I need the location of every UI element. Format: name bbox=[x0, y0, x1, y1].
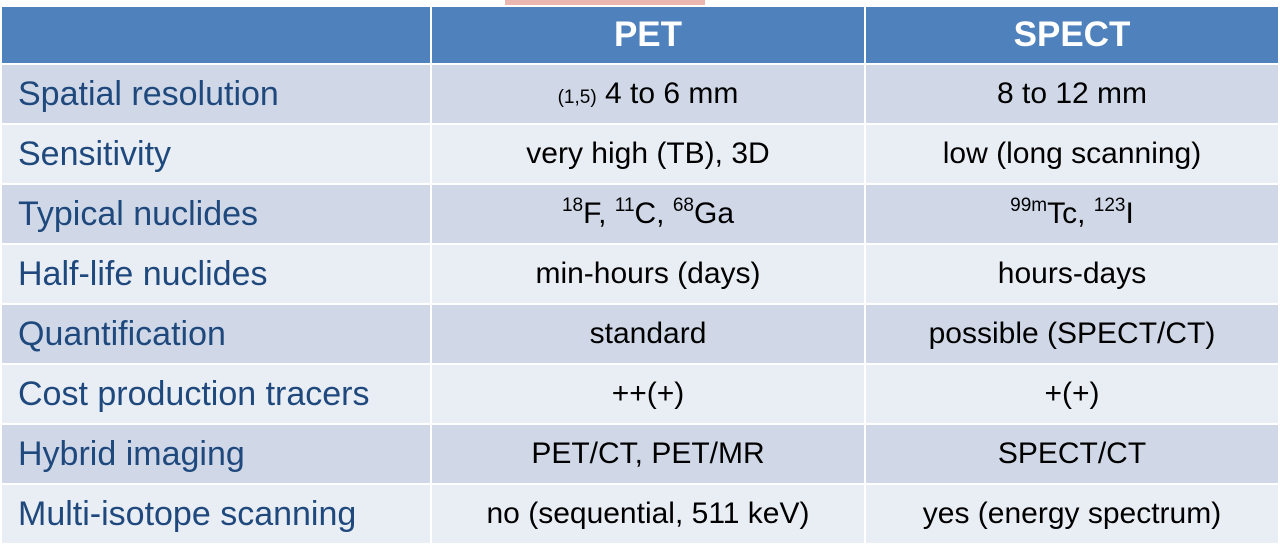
table-row: Half-life nuclides min-hours (days) hour… bbox=[2, 245, 1278, 303]
spect-value: hours-days bbox=[866, 245, 1278, 303]
row-label: Quantification bbox=[2, 305, 430, 363]
table-row: Hybrid imaging PET/CT, PET/MR SPECT/CT bbox=[2, 425, 1278, 483]
header-row: PET SPECT bbox=[2, 7, 1278, 63]
table-row: Sensitivity very high (TB), 3D low (long… bbox=[2, 125, 1278, 183]
table-row: Cost production tracers ++(+) +(+) bbox=[2, 365, 1278, 423]
row-label: Spatial resolution bbox=[2, 65, 430, 123]
row-label: Multi-isotope scanning bbox=[2, 485, 430, 543]
spect-value: low (long scanning) bbox=[866, 125, 1278, 183]
pet-value: very high (TB), 3D bbox=[432, 125, 864, 183]
element-symbol: I bbox=[1125, 197, 1134, 230]
mass-number: 11 bbox=[614, 195, 635, 216]
row-label: Typical nuclides bbox=[2, 185, 430, 243]
pet-value: no (sequential, 511 keV) bbox=[432, 485, 864, 543]
pet-value: ++(+) bbox=[432, 365, 864, 423]
spect-value: yes (energy spectrum) bbox=[866, 485, 1278, 543]
header-spect: SPECT bbox=[866, 7, 1278, 63]
reference-note: (1,5) bbox=[557, 87, 597, 108]
element-symbol: Ga bbox=[694, 197, 735, 230]
pet-value-text: 4 to 6 mm bbox=[596, 77, 739, 110]
table-row: Spatial resolution (1,5) 4 to 6 mm 8 to … bbox=[2, 65, 1278, 123]
row-label: Cost production tracers bbox=[2, 365, 430, 423]
spect-value: SPECT/CT bbox=[866, 425, 1278, 483]
pet-value: 18F, 11C, 68Ga bbox=[432, 185, 864, 243]
comparison-table: PET SPECT Spatial resolution (1,5) 4 to … bbox=[0, 5, 1280, 545]
header-corner-cell bbox=[2, 7, 430, 63]
row-label: Sensitivity bbox=[2, 125, 430, 183]
spect-value: 99mTc, 123I bbox=[866, 185, 1278, 243]
top-accent-mark bbox=[505, 0, 705, 5]
spect-value: possible (SPECT/CT) bbox=[866, 305, 1278, 363]
row-label: Half-life nuclides bbox=[2, 245, 430, 303]
element-symbol: Tc, bbox=[1047, 197, 1094, 230]
pet-value: (1,5) 4 to 6 mm bbox=[432, 65, 864, 123]
pet-value: min-hours (days) bbox=[432, 245, 864, 303]
spect-value: +(+) bbox=[866, 365, 1278, 423]
element-symbol: C, bbox=[634, 197, 673, 230]
table-row: Quantification standard possible (SPECT/… bbox=[2, 305, 1278, 363]
pet-value: standard bbox=[432, 305, 864, 363]
row-label: Hybrid imaging bbox=[2, 425, 430, 483]
spect-value: 8 to 12 mm bbox=[866, 65, 1278, 123]
pet-value: PET/CT, PET/MR bbox=[432, 425, 864, 483]
mass-number: 99m bbox=[1010, 195, 1048, 216]
header-pet: PET bbox=[432, 7, 864, 63]
mass-number: 123 bbox=[1093, 195, 1126, 216]
mass-number: 68 bbox=[672, 195, 694, 216]
element-symbol: F, bbox=[583, 197, 615, 230]
mass-number: 18 bbox=[561, 195, 584, 216]
table-row: Typical nuclides 18F, 11C, 68Ga 99mTc, 1… bbox=[2, 185, 1278, 243]
table-row: Multi-isotope scanning no (sequential, 5… bbox=[2, 485, 1278, 543]
